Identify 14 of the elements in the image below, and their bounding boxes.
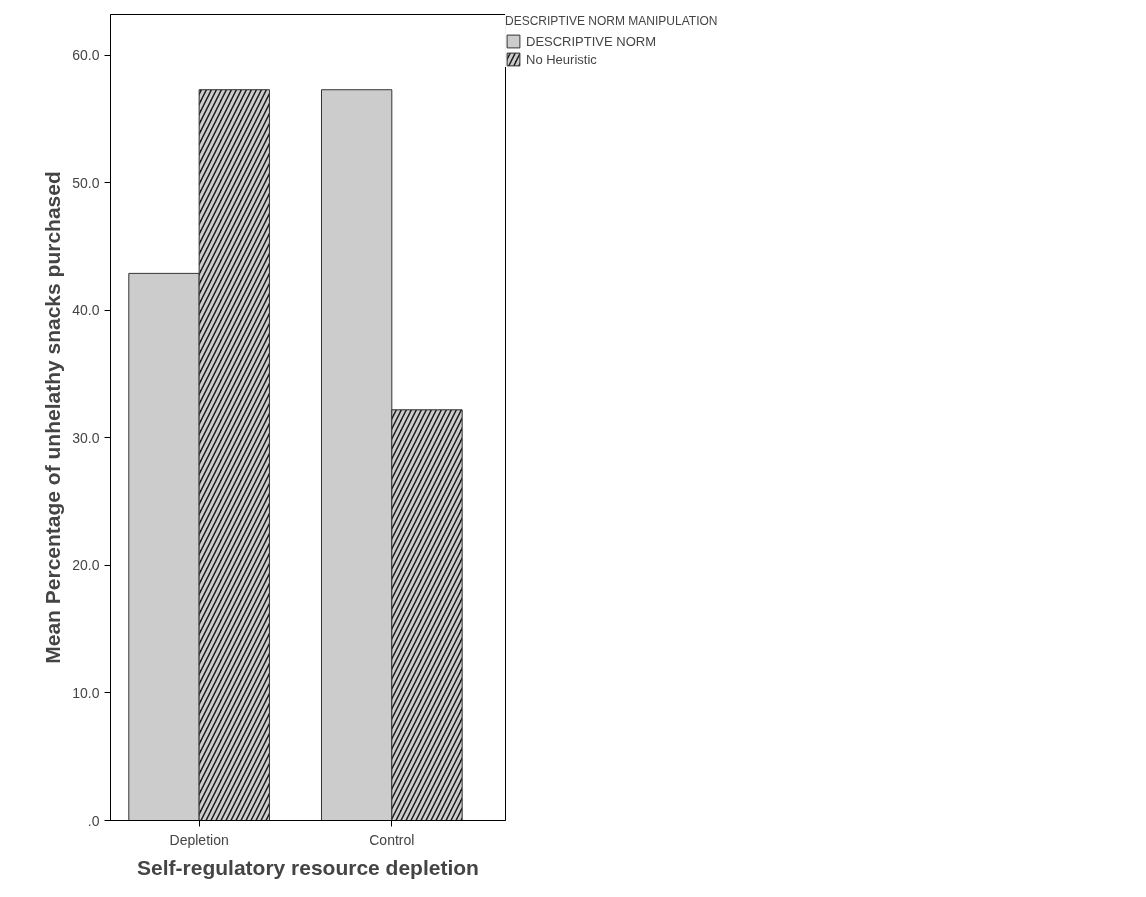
y-tick-label: 10.0 [72,684,100,701]
legend-label: DESCRIPTIVE NORM [526,33,657,49]
y-tick-label: 20.0 [72,557,100,574]
y-tick-label: .0 [87,812,100,829]
y-tick-label: 60.0 [72,47,100,64]
legend-label: No Heuristic [526,51,597,67]
y-tick-label: 30.0 [72,429,100,446]
x-tick-label: Depletion [169,831,229,848]
legend-title: DESCRIPTIVE NORM MANIPULATION [505,14,718,28]
x-axis-title: Self-regulatory resource depletion [137,855,479,879]
x-tick-label: Control [369,831,415,848]
y-axis-title: Mean Percentage of unhelathy snacks purchased [41,171,65,664]
y-tick-label: 40.0 [72,302,100,319]
y-tick-label: 50.0 [72,174,100,191]
